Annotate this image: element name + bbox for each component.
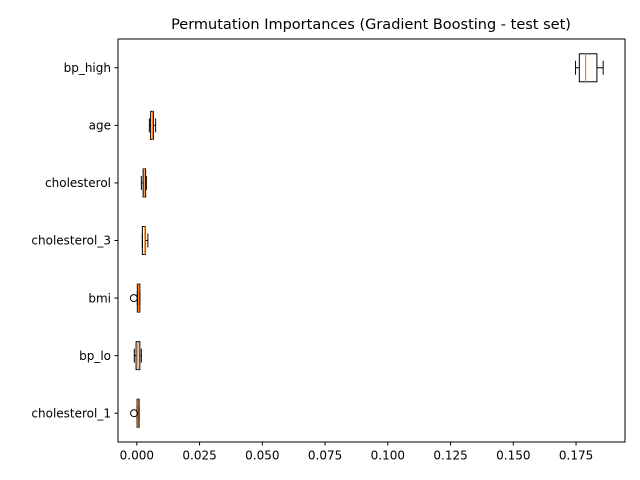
x-tick-label: 0.175 xyxy=(559,449,593,463)
x-tick-label: 0.100 xyxy=(371,449,405,463)
x-axis: 0.000 0.025 0.050 0.075 0.100 0.125 0.150 0.175 xyxy=(120,442,593,463)
box xyxy=(578,53,598,83)
axes-frame xyxy=(117,38,626,443)
plot-area xyxy=(129,53,604,428)
y-tick-label: bp_high xyxy=(64,61,111,75)
box-group-age xyxy=(148,110,157,140)
chart-title: Permutation Importances (Gradient Boosti… xyxy=(171,17,571,33)
outlier-point xyxy=(129,294,138,303)
outlier-point xyxy=(130,409,139,418)
x-tick-label: 0.075 xyxy=(308,449,342,463)
box-group-cholesterol xyxy=(140,168,147,198)
box-group-bp-high xyxy=(575,53,604,83)
box-group-bp-lo xyxy=(133,341,142,371)
x-tick-label: 0.050 xyxy=(245,449,279,463)
x-tick-label: 0.025 xyxy=(182,449,216,463)
box-group-bmi xyxy=(129,283,141,313)
box-group-cholesterol-1 xyxy=(130,398,140,428)
y-tick-label: cholesterol_3 xyxy=(31,234,111,248)
box-group-cholesterol-3 xyxy=(141,226,149,255)
x-tick-label: 0.125 xyxy=(433,449,467,463)
y-tick-label: bp_lo xyxy=(79,349,111,363)
y-tick-label: cholesterol_1 xyxy=(31,406,111,420)
x-tick-label: 0.000 xyxy=(120,449,154,463)
y-tick-label: cholesterol xyxy=(45,176,111,190)
x-tick-label: 0.150 xyxy=(496,449,530,463)
y-tick-label: bmi xyxy=(88,291,111,305)
y-tick-label: age xyxy=(89,119,111,133)
